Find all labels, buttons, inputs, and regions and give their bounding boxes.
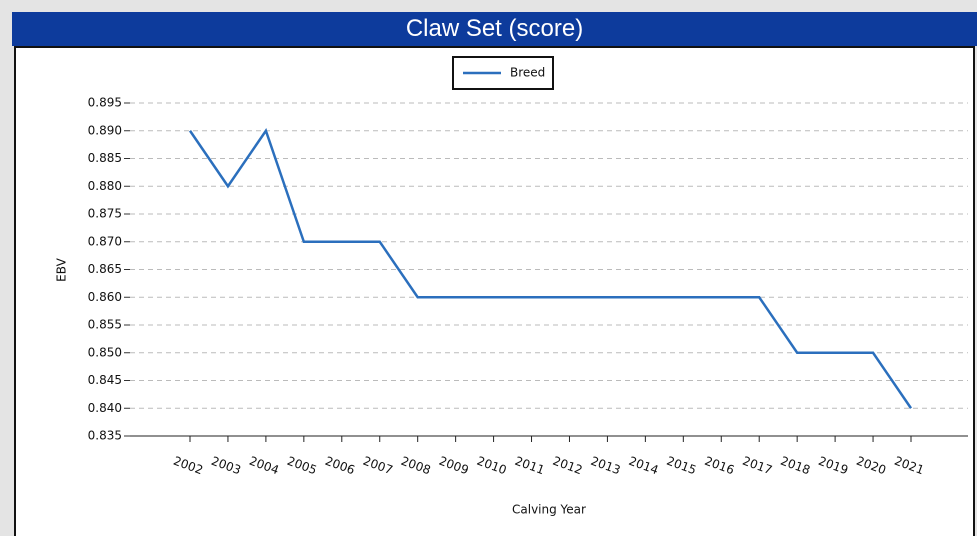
y-tick-label: 0.870 [88,234,122,248]
legend-label: Breed [510,66,545,80]
y-tick-label: 0.840 [88,401,122,415]
x-tick-label: 2011 [513,454,546,478]
x-tick-label: 2006 [323,454,356,478]
x-tick-label: 2009 [437,454,470,478]
title-bar: Claw Set (score) [12,12,977,46]
x-tick-label: 2014 [627,454,660,478]
x-tick-label: 2018 [779,454,812,478]
x-tick-label: 2002 [171,454,204,478]
x-tick-label: 2004 [247,454,280,478]
x-tick-label: 2021 [892,454,925,478]
y-axis-label: EBV [55,257,69,281]
chart-panel [14,46,975,536]
x-tick-label: 2003 [209,454,242,478]
x-tick-label: 2017 [741,454,774,478]
y-tick-label: 0.885 [88,151,122,165]
y-tick-label: 0.835 [88,429,122,443]
x-tick-label: 2013 [589,454,622,478]
x-tick-label: 2016 [703,454,736,478]
x-tick-label: 2020 [854,454,887,478]
x-tick-label: 2005 [285,454,318,478]
y-tick-label: 0.860 [88,290,122,304]
y-tick-label: 0.845 [88,373,122,387]
y-tick-label: 0.890 [88,123,122,137]
y-tick-label: 0.855 [88,318,122,332]
x-tick-label: 2015 [665,454,698,478]
x-tick-label: 2010 [475,454,508,478]
x-axis-label: Calving Year [512,503,586,517]
x-tick-label: 2012 [551,454,584,478]
y-tick-label: 0.850 [88,345,122,359]
x-tick-label: 2007 [361,454,394,478]
y-tick-label: 0.865 [88,262,122,276]
y-tick-label: 0.880 [88,179,122,193]
x-tick-label: 2008 [399,454,432,478]
y-tick-label: 0.875 [88,207,122,221]
y-tick-label: 0.895 [88,96,122,110]
line-series [188,127,913,409]
x-tick-label: 2019 [817,454,850,478]
